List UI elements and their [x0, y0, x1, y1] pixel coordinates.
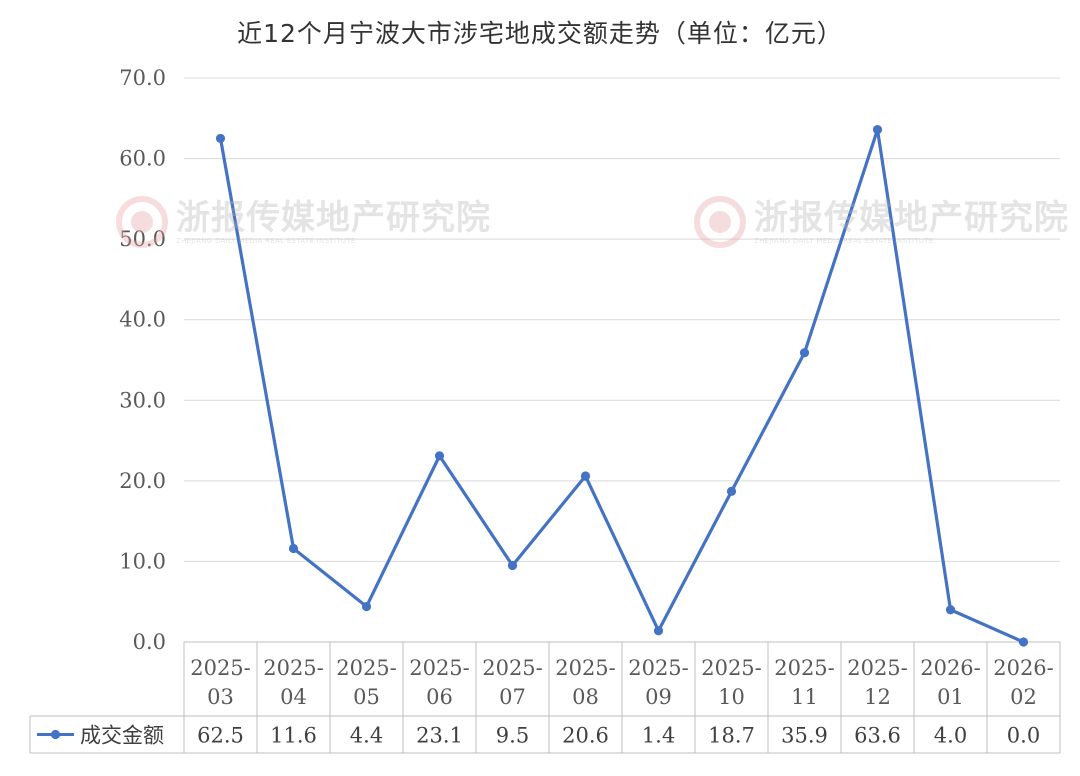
x-tick-label: 2025- — [847, 656, 908, 680]
data-label: 4.4 — [350, 724, 383, 748]
watermark-logo-icon — [694, 196, 746, 248]
x-tick-label: 2025- — [628, 656, 689, 680]
x-tick-label: 08 — [572, 685, 599, 709]
watermark-text: 浙报传媒地产研究院 — [176, 198, 491, 238]
data-point — [288, 543, 299, 554]
data-point — [580, 471, 591, 481]
x-tick-label: 12 — [864, 685, 891, 709]
x-tick-label: 2025- — [336, 656, 397, 680]
x-tick-label: 02 — [1010, 685, 1037, 709]
watermark-text: 浙报传媒地产研究院 — [754, 198, 1069, 238]
x-tick-label: 01 — [937, 685, 964, 709]
x-tick-label: 2026- — [920, 656, 981, 680]
x-tick-label: 2025- — [263, 656, 324, 680]
x-tick-label: 2025- — [409, 656, 470, 680]
data-label: 23.1 — [416, 724, 463, 748]
data-point — [726, 486, 737, 496]
watermark-subtext: ZHEJIANG DAILY MEDIA REAL ESTATE INSTITU… — [176, 237, 356, 245]
x-tick-label: 2025- — [482, 656, 543, 680]
x-tick-label: 06 — [426, 685, 453, 709]
data-point — [434, 451, 445, 461]
y-tick-label: 60.0 — [119, 147, 166, 171]
data-label: 11.6 — [270, 724, 317, 748]
data-label: 0.0 — [1007, 724, 1040, 748]
watermark-subtext: ZHEJIANG DAILY MEDIA REAL ESTATE INSTITU… — [754, 237, 934, 245]
data-point — [215, 133, 226, 144]
data-point — [799, 348, 810, 358]
data-label: 18.7 — [708, 724, 755, 748]
x-tick-label: 05 — [353, 685, 380, 709]
watermark-left: 浙报传媒地产研究院 ZHEJIANG DAILY MEDIA REAL ESTA… — [116, 196, 491, 248]
data-label: 35.9 — [781, 724, 828, 748]
data-label: 20.6 — [562, 724, 609, 748]
legend-label: 成交金额 — [80, 724, 164, 748]
data-label: 1.4 — [642, 724, 675, 748]
legend-marker-icon — [50, 729, 61, 740]
data-point — [945, 605, 956, 615]
x-tick-label: 2025- — [774, 656, 835, 680]
x-tick-label: 09 — [645, 685, 672, 709]
x-tick-label: 2025- — [701, 656, 762, 680]
data-label: 9.5 — [496, 724, 529, 748]
x-tick-label: 2025- — [190, 656, 251, 680]
data-point — [872, 124, 883, 135]
data-point — [507, 560, 518, 571]
x-tick-label: 04 — [280, 685, 307, 709]
y-tick-label: 70.0 — [119, 66, 166, 90]
watermark-right: 浙报传媒地产研究院 ZHEJIANG DAILY MEDIA REAL ESTA… — [694, 196, 1069, 248]
y-tick-label: 30.0 — [119, 388, 166, 412]
data-label: 62.5 — [197, 724, 244, 748]
y-tick-label: 0.0 — [133, 630, 166, 654]
data-label: 4.0 — [934, 724, 967, 748]
data-point — [653, 626, 664, 636]
x-tick-label: 2025- — [555, 656, 616, 680]
series-line — [218, 127, 1025, 644]
data-point — [361, 601, 372, 612]
data-label: 63.6 — [854, 724, 901, 748]
x-tick-label: 07 — [499, 685, 526, 709]
watermark-logo-icon — [116, 196, 168, 248]
y-tick-label: 20.0 — [119, 469, 166, 493]
chart-title: 近12个月宁波大市涉宅地成交额走势（单位：亿元） — [237, 19, 843, 48]
y-tick-label: 40.0 — [119, 308, 166, 332]
x-tick-label: 11 — [791, 685, 818, 709]
data-point — [1018, 637, 1029, 647]
y-tick-label: 10.0 — [119, 549, 166, 573]
x-tick-label: 10 — [718, 685, 745, 709]
x-tick-label: 03 — [207, 685, 234, 709]
x-tick-label: 2026- — [993, 656, 1054, 680]
